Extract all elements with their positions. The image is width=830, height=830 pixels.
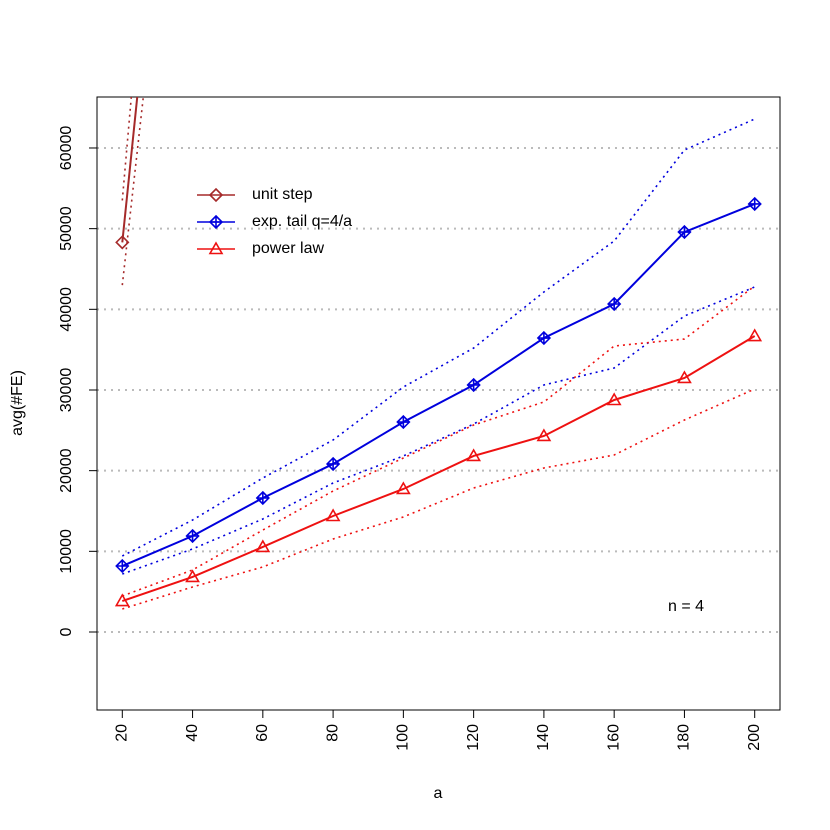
upper-bound-line: [122, 285, 756, 597]
x-tick-label: 180: [676, 724, 693, 751]
lower-bound-line: [122, 388, 756, 610]
x-tick-label: 160: [605, 724, 622, 751]
x-tick-label: 100: [395, 724, 412, 751]
marker: [185, 569, 200, 583]
marker: [208, 214, 224, 230]
marker: [607, 296, 622, 312]
y-tick-label: 40000: [58, 287, 75, 332]
marker: [115, 558, 130, 574]
y-tick-label: 0: [58, 627, 75, 636]
y-tick-label: 10000: [58, 529, 75, 574]
lower-bound-line: [122, 286, 756, 575]
x-tick-label: 140: [535, 724, 552, 751]
legend-label: exp. tail q=4/a: [252, 213, 352, 230]
marker: [747, 196, 762, 212]
upper-bound-line: [121, 118, 756, 557]
marker: [396, 414, 411, 430]
marker: [747, 328, 763, 342]
marker: [466, 448, 482, 462]
marker: [606, 392, 622, 406]
marker: [185, 528, 200, 544]
marker: [255, 539, 271, 553]
marker: [466, 377, 481, 393]
series-line: [121, 203, 756, 567]
marker: [536, 428, 552, 442]
marker: [677, 370, 692, 384]
marker: [114, 593, 130, 607]
marker: [208, 187, 224, 203]
annotation: n = 4: [668, 598, 704, 615]
series-line: [121, 97, 139, 243]
x-tick-label: 60: [254, 724, 271, 742]
series-line: [121, 335, 756, 602]
y-tick-label: 60000: [58, 126, 75, 171]
x-axis-label: a: [434, 785, 443, 802]
marker: [536, 330, 552, 346]
marker: [115, 235, 130, 250]
legend-label: power law: [252, 240, 324, 257]
x-tick-label: 80: [324, 724, 341, 742]
marker: [325, 508, 341, 522]
legend-label: unit step: [252, 186, 313, 203]
marker: [208, 241, 224, 255]
y-tick-label: 30000: [58, 368, 75, 413]
x-tick-label: 200: [746, 724, 763, 751]
plot-area: [114, 97, 763, 610]
plot-frame: [96, 96, 781, 711]
y-tick-label: 20000: [58, 448, 75, 493]
marker: [677, 224, 692, 240]
y-tick-label: 50000: [58, 206, 75, 251]
upper-bound-line: [121, 97, 133, 201]
y-axis-label: avg(#FE): [9, 370, 26, 436]
marker: [255, 490, 270, 506]
x-tick-label: 40: [184, 724, 201, 742]
marker: [325, 456, 341, 472]
marker: [395, 481, 411, 495]
x-tick-label: 120: [465, 724, 482, 751]
x-tick-label: 20: [114, 724, 131, 742]
